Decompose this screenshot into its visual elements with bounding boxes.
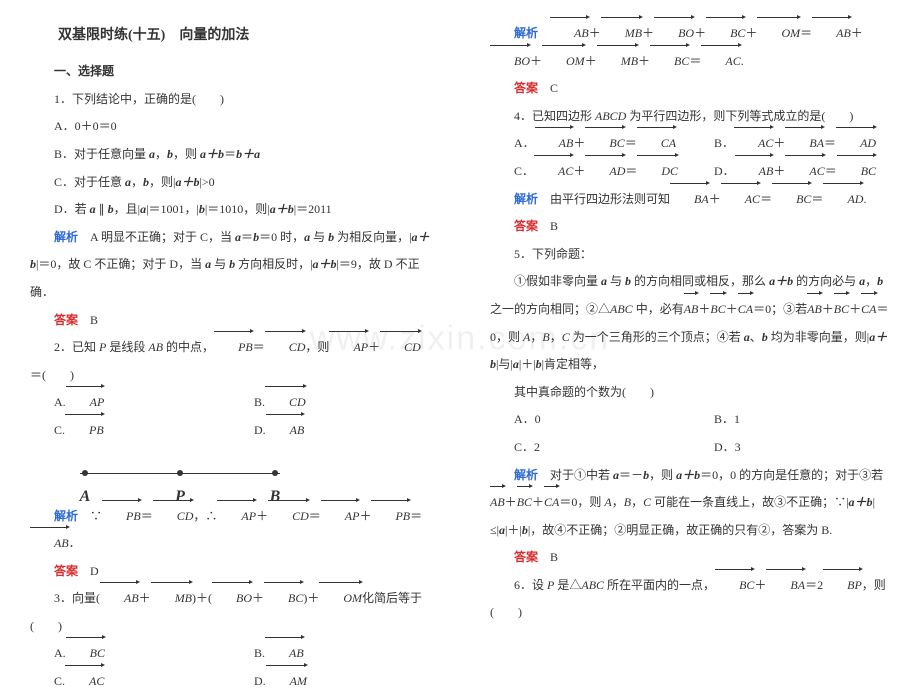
q5-items: ①假如非零向量 a 与 b 的方向相同或相反，那么 a＋b 的方向必与 a，b … [490,268,890,378]
q2-opts-cd: C.PB D.AB [30,417,430,445]
dot-b [272,470,278,476]
q4-analysis: 解析 由平行四边形法则可知BA＋AC＝BC＝AD. [490,186,890,214]
q5-opt-d: D．3 [690,434,890,462]
analysis-label: 解析 [514,468,538,482]
q4-opt-c: C．AC＋AD＝DC [490,158,690,186]
q3-opts-cd: C.AC D.AM [30,668,430,696]
q3-opt-a: A.BC [30,640,230,668]
q1-opt-d: D．若 a ∥ b，且|a|＝1001，|b|＝1010，则|a＋b|＝2011 [30,196,430,224]
q1-analysis: 解析 A 明显不正确；对于 C，当 a＝b＝0 时，a 与 b 为相反向量，|a… [30,224,430,307]
q3-stem: 3．向量(AB＋MB)＋(BO＋BC)＋OM化简后等于( ) [30,585,430,640]
q1-answer: 答案 B [30,307,430,335]
q2-stem: 2．已知 P 是线段 AB 的中点，PB＝CD，则AP＋CD＝( ) [30,334,430,389]
q3-analysis: 解析 AB＋MB＋BO＋BC＋OM＝AB＋BO＋OM＋MB＋BC＝AC. [490,20,890,75]
q1-stem: 1．下列结论中，正确的是( ) [30,86,430,114]
q4-opt-a: A．AB＋BC＝CA [490,130,690,158]
q5-count: 其中真命题的个数为( ) [490,379,890,407]
q1-opt-b: B．对于任意向量 a，b，则 a＋b＝b＋a [30,141,430,169]
analysis-label: 解析 [54,509,78,523]
q5-opts-cd: C．2 D．3 [490,434,890,462]
q3-opt-d: D.AM [230,668,430,696]
answer-label: 答案 [514,81,538,95]
q2-opt-d: D.AB [230,417,430,445]
answer-label: 答案 [54,564,78,578]
analysis-label: 解析 [514,192,538,206]
left-column: 双基限时练(十五) 向量的加法 一、选择题 1．下列结论中，正确的是( ) A．… [0,0,460,651]
q2-opt-c: C.PB [30,417,230,445]
q5-opts-ab: A．0 B．1 [490,406,890,434]
answer-label: 答案 [514,550,538,564]
q2-opt-a: A.AP [30,389,230,417]
q6-stem: 6．设 P 是△ABC 所在平面内的一点，BC＋BA＝2BP，则( ) [490,572,890,627]
lesson-title: 双基限时练(十五) 向量的加法 [30,20,430,52]
q4-opts-ab: A．AB＋BC＝CA B．AC＋BA＝AD [490,130,890,158]
dot-p [177,470,183,476]
q4-answer: 答案 B [490,213,890,241]
q5-opt-b: B．1 [690,406,890,434]
q2-opt-b: B.CD [230,389,430,417]
q3-answer: 答案 C [490,75,890,103]
q4-opts-cd: C．AC＋AD＝DC D．AB＋AC＝BC [490,158,890,186]
q5-opt-a: A．0 [490,406,690,434]
label-a: A [80,479,91,516]
analysis-label: 解析 [514,26,538,40]
q2-opts-ab: A.AP B.CD [30,389,430,417]
answer-label: 答案 [514,219,538,233]
q5-answer: 答案 B [490,544,890,572]
q2-answer: 答案 D [30,558,430,586]
q4-opt-b: B．AC＋BA＝AD [690,130,890,158]
q5-opt-c: C．2 [490,434,690,462]
right-column: 解析 AB＋MB＋BO＋BC＋OM＝AB＋BO＋OM＋MB＋BC＝AC. 答案 … [460,0,920,651]
section-heading: 一、选择题 [30,58,430,86]
segment-diagram: A P B [70,449,290,499]
q3-opt-c: C.AC [30,668,230,696]
q1-opt-a: A．0＋0＝0 [30,113,430,141]
q1-opt-c: C．对于任意 a，b，则|a＋b|>0 [30,169,430,197]
q3-opt-b: B.AB [230,640,430,668]
dot-a [82,470,88,476]
q5-stem: 5．下列命题： [490,241,890,269]
answer-label: 答案 [54,313,78,327]
q5-analysis: 解析 对于①中若 a＝－b，则 a＋b＝0，0 的方向是任意的；对于③若AB＋B… [490,462,890,545]
q4-stem: 4．已知四边形 ABCD 为平行四边形，则下列等式成立的是( ) [490,103,890,131]
q3-opts-ab: A.BC B.AB [30,640,430,668]
analysis-label: 解析 [54,230,78,244]
